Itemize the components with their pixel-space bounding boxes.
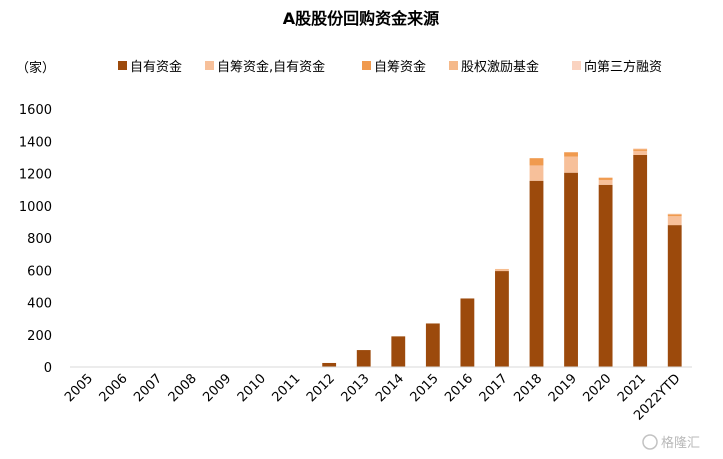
bar-segment	[633, 154, 648, 367]
bar-segment	[564, 152, 578, 157]
watermark-logo-icon	[642, 434, 658, 450]
chart-title: A股股份回购资金来源	[283, 9, 439, 28]
legend-swatch	[572, 61, 581, 70]
bar-segment	[598, 179, 613, 185]
bar-segment	[667, 214, 682, 217]
bar-segment	[598, 184, 613, 367]
legend-label: 股权激励基金	[461, 59, 539, 75]
y-tick-label: 400	[27, 297, 52, 312]
y-axis-unit: （家）	[16, 60, 55, 76]
bar-segment	[529, 165, 544, 181]
bar-segment	[564, 172, 578, 367]
x-tick-label: 2013	[339, 371, 373, 405]
bar-segment	[633, 150, 648, 155]
x-tick-label: 2006	[97, 371, 131, 405]
y-tick-label: 600	[27, 264, 52, 279]
y-tick-label: 1600	[19, 103, 52, 118]
bar-segment	[633, 149, 648, 151]
y-axis: 0 200 400 600 800 1000 1200 1400 1600	[19, 103, 52, 376]
x-tick-label: 2015	[408, 371, 442, 405]
legend-swatch	[362, 61, 371, 70]
legend-item: 自筹资金	[362, 59, 426, 75]
bar-segment	[495, 271, 509, 367]
bar-segment	[564, 156, 578, 173]
bar-segment	[667, 216, 682, 226]
y-tick-label: 0	[44, 361, 52, 376]
bar-segment	[495, 269, 509, 272]
watermark: 格隆汇	[642, 434, 700, 451]
bar-segment	[391, 336, 406, 367]
x-tick-label: 2016	[442, 371, 476, 405]
legend-item: 自有资金	[118, 59, 182, 75]
x-tick-label: 2005	[62, 371, 96, 405]
watermark-text: 格隆汇	[661, 435, 700, 451]
x-tick-label: 2017	[477, 371, 511, 405]
bar-segment	[667, 225, 682, 367]
legend-swatch	[205, 61, 214, 70]
legend-item: 股权激励基金	[449, 59, 539, 75]
legend: 自有资金 自筹资金,自有资金 自筹资金 股权激励基金 向第三方融资	[118, 59, 662, 75]
x-tick-label: 2011	[269, 371, 303, 405]
x-tick-label: 2007	[131, 371, 165, 405]
x-tick-label: 2019	[546, 371, 580, 405]
y-tick-label: 800	[27, 232, 52, 247]
x-tick-label: 2020	[580, 371, 614, 405]
x-tick-label: 2009	[200, 371, 234, 405]
y-tick-label: 1000	[19, 200, 52, 215]
legend-label: 自有资金	[130, 59, 182, 75]
bar-segment	[598, 178, 613, 180]
legend-item: 自筹资金,自有资金	[205, 59, 325, 75]
x-tick-label: 2010	[235, 371, 269, 405]
x-axis: 2005 2006 2007 2008 2009 2010 2011 2012 2013 2014…	[62, 366, 692, 424]
bar-segment	[667, 213, 682, 215]
x-tick-label: 2014	[373, 371, 407, 405]
x-tick-label: 2018	[511, 371, 545, 405]
legend-label: 自筹资金,自有资金	[217, 59, 325, 75]
legend-swatch	[118, 61, 127, 70]
bars	[322, 148, 682, 367]
bar-segment	[322, 362, 337, 367]
x-tick-label: 2012	[304, 371, 338, 405]
bar-segment	[356, 350, 371, 367]
legend-swatch	[449, 61, 458, 70]
y-tick-label: 1400	[19, 135, 52, 150]
legend-label: 向第三方融资	[584, 59, 662, 75]
legend-item: 向第三方融资	[572, 59, 662, 75]
x-tick-label: 2008	[166, 371, 200, 405]
y-tick-label: 1200	[19, 168, 52, 183]
bar-segment	[460, 298, 475, 367]
bar-segment	[529, 180, 544, 367]
bar-segment	[425, 323, 440, 367]
legend-label: 自筹资金	[374, 59, 426, 75]
y-tick-label: 200	[27, 329, 52, 344]
bar-segment	[529, 158, 544, 166]
